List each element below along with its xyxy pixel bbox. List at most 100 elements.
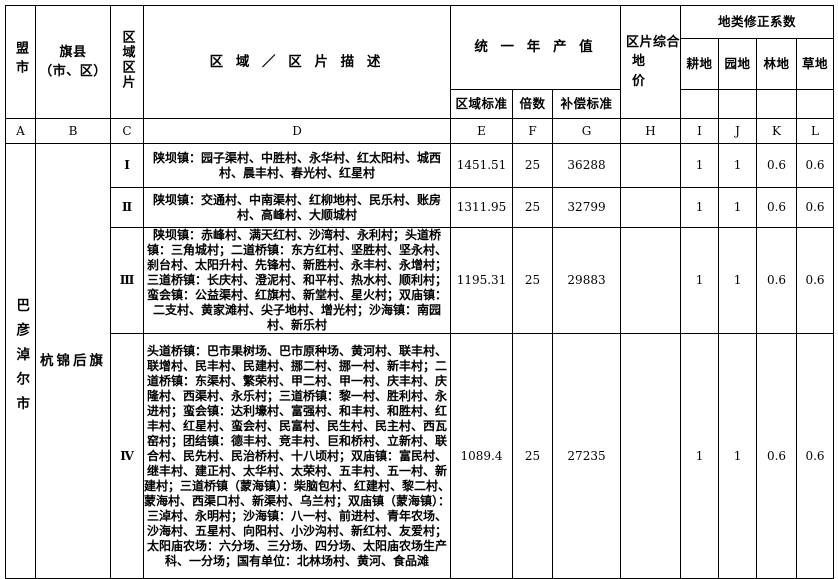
header-row-landtypes: 耕地 园地 林地 草地 [6, 38, 835, 90]
header-label-county-line1: 旗县 [59, 44, 87, 60]
cell-cultivated: 1 [680, 187, 720, 228]
header-label-comprehensive-price: 区片综合 地 价 [621, 33, 680, 92]
header-label-compensation: 补偿标准 [560, 96, 613, 111]
letter-d: D [143, 118, 451, 144]
header-cell-grass: 草地 [796, 38, 835, 90]
header-cell-compensation: 补偿标准 [551, 89, 622, 119]
cell-zone: Ⅳ [110, 333, 144, 579]
cell-grass: 0.6 [796, 227, 835, 334]
cell-area-standard: 1311.95 [450, 187, 513, 228]
header-label-multiplier: 倍数 [519, 96, 546, 111]
cell-multiplier: 25 [512, 227, 553, 334]
cell-zone: Ⅲ [110, 227, 144, 334]
cell-multiplier: 25 [512, 187, 553, 228]
header-cell-multiplier: 倍数 [512, 89, 553, 119]
cell-description: 陕坝镇：交通村、中南渠村、红柳地村、民乐村、账房村、高峰村、大顺城村 [143, 187, 451, 228]
cell-grass: 0.6 [796, 333, 835, 579]
letter-g: G [551, 118, 622, 144]
cell-cultivated: 1 [680, 227, 720, 334]
value-city: 巴彦淖尔市 [13, 297, 30, 421]
table-row: 巴彦淖尔市 杭锦后旗 Ⅰ 陕坝镇：园子渠村、中胜村、永华村、红太阳村、城西村、晨… [5, 143, 835, 579]
header-cell-city: 盟市 [5, 5, 36, 119]
cell-forest: 0.6 [756, 333, 798, 579]
header-label-area-standard: 区域标准 [455, 96, 508, 111]
cell-forest: 0.6 [756, 143, 798, 188]
cell-comprehensive-price [620, 143, 682, 188]
header-label-description: 区 域 ／ 区 片 描 述 [209, 53, 385, 70]
cell-description: 陕坝镇：赤峰村、满天红村、沙湾村、永利村；头道桥镇：三角城村；二道桥镇：东方红村… [143, 227, 451, 334]
letter-c: C [110, 118, 144, 144]
cell-compensation: 29883 [551, 227, 622, 334]
cell-cultivated: 1 [680, 333, 720, 579]
cell-area-standard: 1451.51 [450, 143, 513, 188]
header-row-top: 盟市 旗县 （市、区） 区域区片 区 域 ／ 区 片 描 述 统 一 年 产 值… [5, 5, 835, 119]
header-cell-grass-spacer [796, 89, 835, 119]
cell-garden: 1 [718, 227, 758, 334]
cell-multiplier: 25 [512, 143, 553, 188]
cell-compensation: 36288 [551, 143, 622, 188]
header-label-garden: 园地 [724, 56, 751, 71]
cell-area-standard: 1195.31 [450, 227, 513, 334]
cell-cultivated: 1 [680, 143, 720, 188]
header-label-county-line2: （市、区） [39, 64, 107, 79]
header-label-forest: 林地 [763, 56, 790, 71]
cell-compensation: 27235 [551, 333, 622, 579]
header-label-coefficient-group: 地类修正系数 [718, 14, 797, 29]
header-label-cultivated: 耕地 [686, 56, 713, 71]
header-cell-area-standard: 区域标准 [450, 89, 513, 119]
header-label-comprehensive-price-line2: 地 价 [632, 54, 658, 89]
header-label-grass: 草地 [802, 56, 829, 71]
header-label-city: 盟市 [13, 41, 28, 79]
cell-description: 陕坝镇：园子渠村、中胜村、永华村、红太阳村、城西村、晨丰村、春光村、红星村 [143, 143, 451, 188]
letter-l: L [796, 118, 835, 144]
cell-compensation: 32799 [551, 187, 622, 228]
cell-comprehensive-price [620, 333, 682, 579]
header-label-county: 旗县 （市、区） [36, 43, 110, 82]
cell-area-standard: 1089.4 [450, 333, 513, 579]
header-cell-cultivated-spacer [680, 89, 720, 119]
cell-garden: 1 [718, 187, 758, 228]
cell-multiplier: 25 [512, 333, 553, 579]
cell-forest: 0.6 [756, 187, 798, 228]
letter-i: I [680, 118, 720, 144]
table-row: Ⅱ 陕坝镇：交通村、中南渠村、红柳地村、民乐村、账房村、高峰村、大顺城村 131… [6, 187, 835, 228]
letter-j: J [718, 118, 758, 144]
header-cell-garden: 园地 [718, 38, 758, 90]
cell-grass: 0.6 [796, 143, 835, 188]
cell-county: 杭锦后旗 [35, 143, 111, 579]
letter-h: H [620, 118, 682, 144]
cell-garden: 1 [718, 333, 758, 579]
cell-grass: 0.6 [796, 187, 835, 228]
header-cell-description: 区 域 ／ 区 片 描 述 [143, 5, 451, 119]
value-county: 杭锦后旗 [40, 352, 106, 369]
table-row: Ⅲ 陕坝镇：赤峰村、满天红村、沙湾村、永利村；头道桥镇：三角城村；二道桥镇：东方… [6, 227, 835, 334]
header-cell-forest-spacer [756, 89, 798, 119]
header-cell-zone: 区域区片 [110, 5, 144, 119]
letter-f: F [512, 118, 553, 144]
letter-k: K [756, 118, 798, 144]
cell-comprehensive-price [620, 187, 682, 228]
land-price-table: 盟市 旗县 （市、区） 区域区片 区 域 ／ 区 片 描 述 统 一 年 产 值… [5, 5, 835, 579]
cell-comprehensive-price [620, 227, 682, 334]
header-cell-annual-value-group: 统 一 年 产 值 [449, 5, 622, 90]
column-letter-row: A B C D E F G H I J K L [5, 118, 835, 144]
header-cell-county: 旗县 （市、区） [35, 5, 111, 119]
table-row: Ⅳ 头道桥镇：巴市果树场、巴市原种场、黄河村、联丰村、联增村、民丰村、民建村、挪… [6, 333, 835, 579]
cell-city: 巴彦淖尔市 [5, 143, 36, 579]
cell-garden: 1 [718, 143, 758, 188]
header-label-annual-value: 统 一 年 产 值 [474, 39, 597, 56]
header-label-comprehensive-price-line1: 区片综合 [626, 34, 681, 50]
header-cell-coefficient-group: 地类修正系数 [680, 5, 835, 39]
letter-e: E [450, 118, 513, 144]
header-cell-comprehensive-price: 区片综合 地 价 [620, 5, 682, 119]
cell-forest: 0.6 [756, 227, 798, 334]
letter-a: A [5, 118, 36, 144]
cell-zone: Ⅱ [110, 187, 144, 228]
cell-description: 头道桥镇：巴市果树场、巴市原种场、黄河村、联丰村、联增村、民丰村、民建村、挪二村… [143, 333, 451, 579]
letter-b: B [35, 118, 111, 144]
cell-zone: Ⅰ [110, 143, 144, 188]
header-cell-cultivated: 耕地 [680, 38, 720, 90]
header-cell-forest: 林地 [756, 38, 798, 90]
header-cell-garden-spacer [718, 89, 758, 119]
